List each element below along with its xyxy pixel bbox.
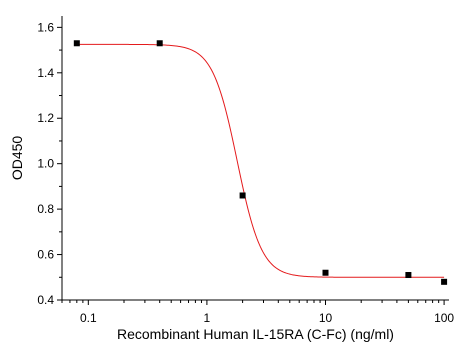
x-ticks: 0.1 1 10 100 <box>61 300 454 325</box>
data-points <box>73 40 448 285</box>
y-tick-label: 0.4 <box>37 293 54 307</box>
data-point <box>441 278 448 285</box>
fit-curve <box>76 43 445 278</box>
y-ticks: 0.4 0.6 0.8 1.0 1.2 1.4 1.6 <box>37 20 62 307</box>
data-point <box>322 269 329 276</box>
plot-frame <box>61 16 449 301</box>
y-tick-label: 0.8 <box>37 202 54 216</box>
y-tick-label: 1.0 <box>37 157 54 171</box>
y-tick-label: 1.2 <box>37 111 54 125</box>
data-point <box>73 40 80 47</box>
data-point <box>239 192 246 199</box>
x-axis-title: Recombinant Human IL-15RA (C-Fc) (ng/ml) <box>117 326 394 342</box>
data-point <box>405 272 412 279</box>
y-tick-label: 1.4 <box>37 66 54 80</box>
data-point <box>156 40 163 47</box>
x-tick-label: 1 <box>204 311 211 325</box>
x-tick-label: 10 <box>319 311 333 325</box>
y-axis-title: OD450 <box>9 136 25 181</box>
x-tick-label: 100 <box>434 311 454 325</box>
x-tick-label: 0.1 <box>80 311 97 325</box>
y-tick-label: 1.6 <box>37 20 54 34</box>
y-tick-label: 0.6 <box>37 248 54 262</box>
